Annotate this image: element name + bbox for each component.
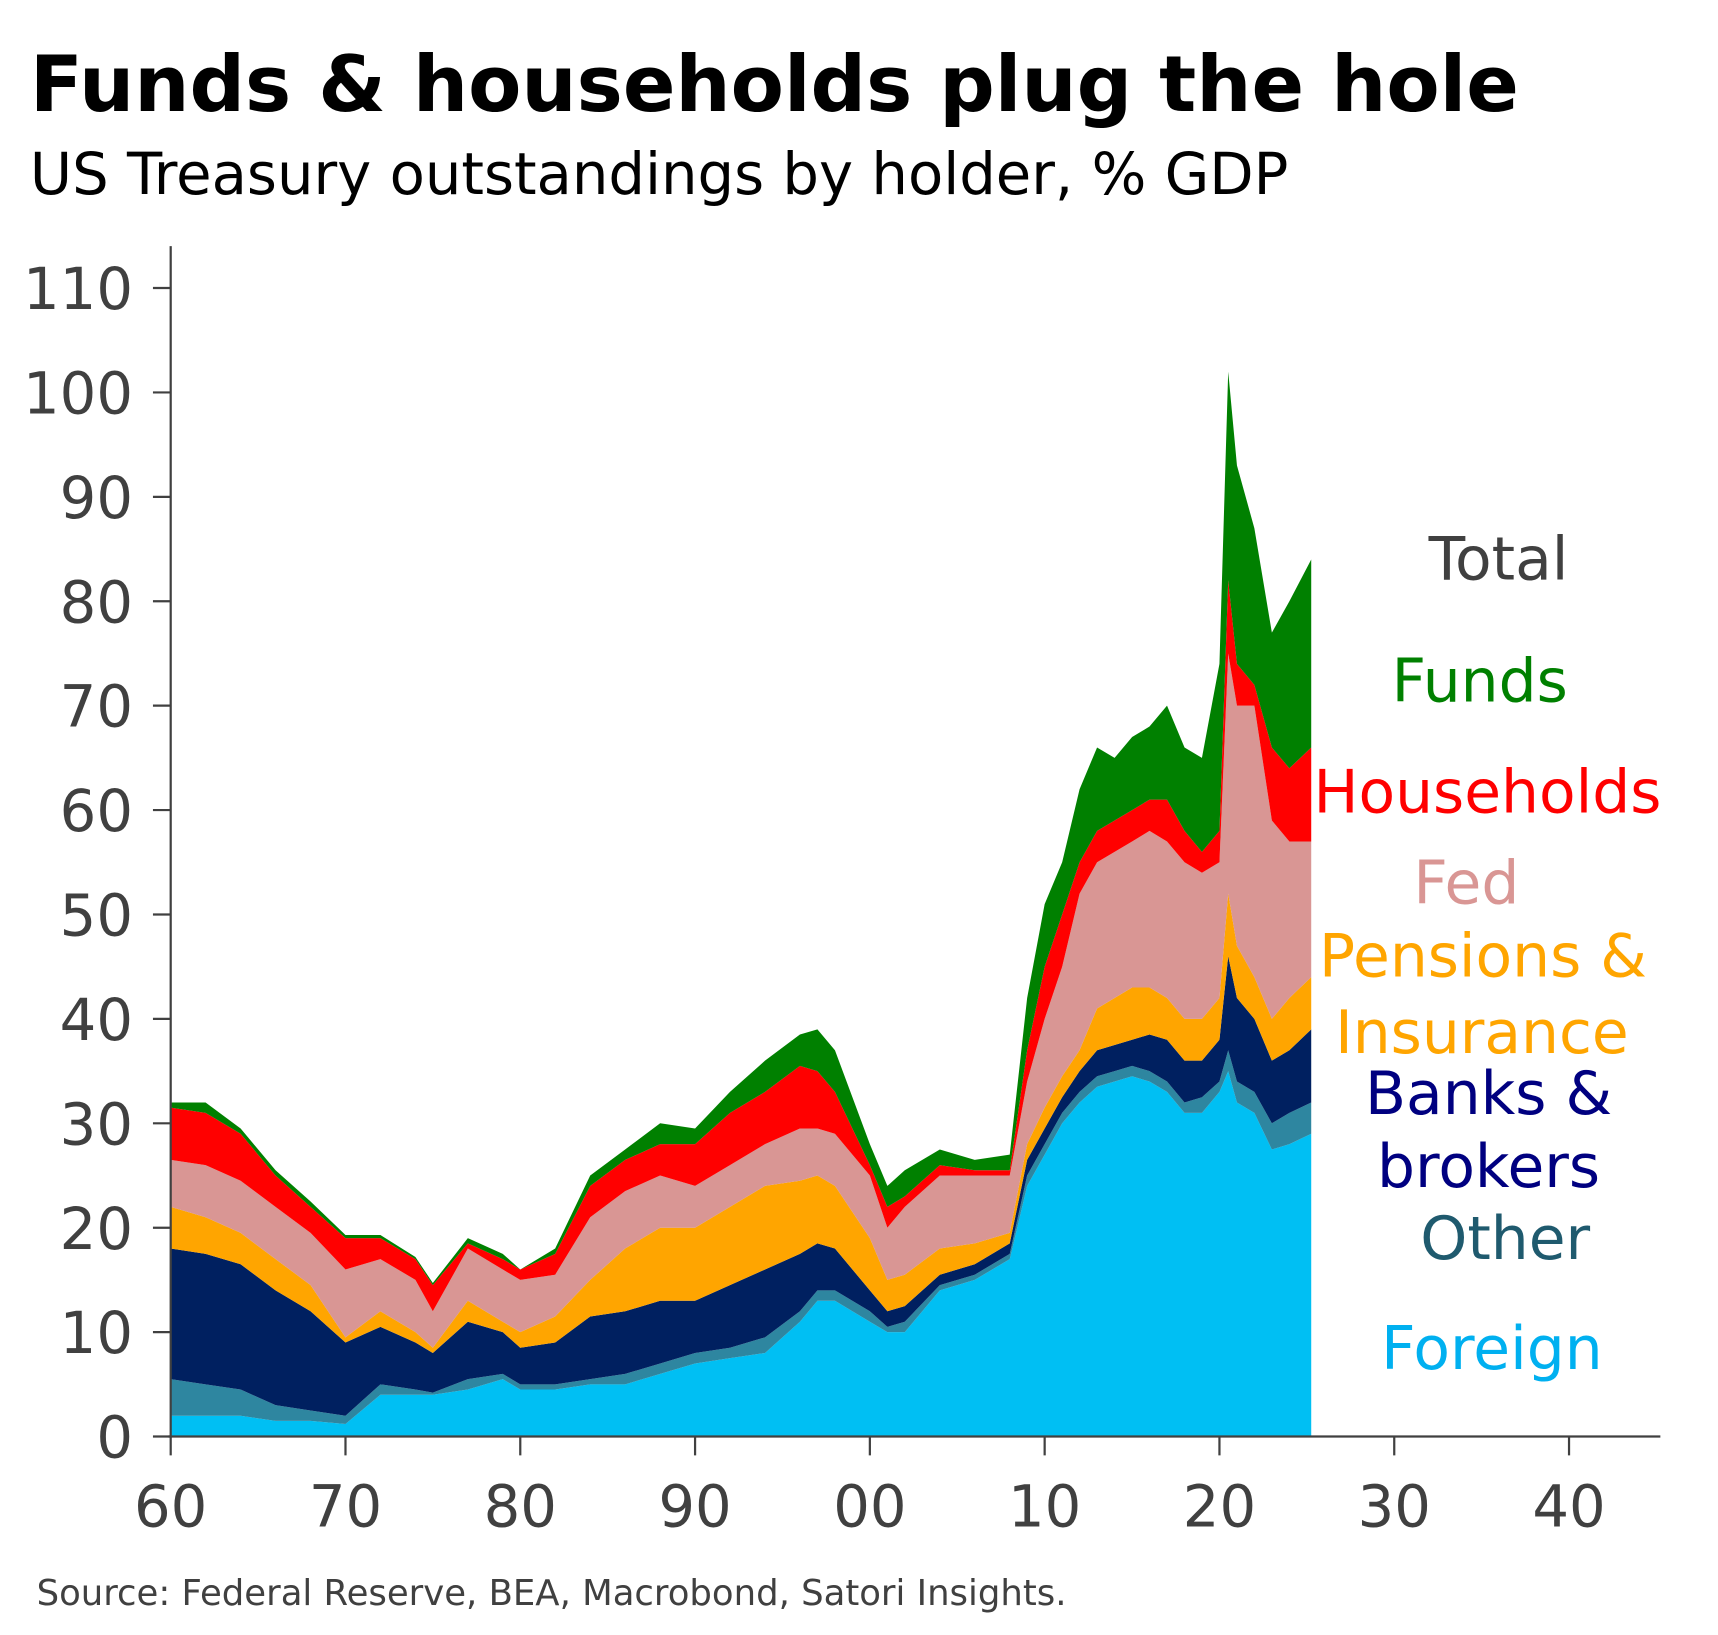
x-tick-label: 70 xyxy=(309,1473,382,1540)
x-ticks: 60 70 80 90 00 10 20 30 40 xyxy=(134,1436,1606,1540)
area-pensions-insurance xyxy=(170,893,1312,1353)
x-tick-label: 40 xyxy=(1532,1473,1605,1540)
y-tick-label: 70 xyxy=(60,674,133,741)
y-ticks: 0 10 20 30 40 50 60 70 80 90 100 110 xyxy=(23,256,171,1472)
x-tick-label: 20 xyxy=(1183,1473,1256,1540)
y-tick-label: 80 xyxy=(60,569,133,636)
source-note: Source: Federal Reserve, BEA, Macrobond,… xyxy=(37,1573,1067,1614)
area-foreign xyxy=(170,1071,1312,1437)
chart-subtitle: US Treasury outstandings by holder, % GD… xyxy=(30,141,1289,208)
y-tick-label: 10 xyxy=(60,1300,133,1367)
y-tick-label: 60 xyxy=(60,778,133,845)
x-tick-label: 30 xyxy=(1358,1473,1431,1540)
legend-funds: Funds xyxy=(1392,647,1568,717)
y-tick-label: 110 xyxy=(23,256,133,323)
legend-pensions-2: Insurance xyxy=(1335,998,1629,1068)
area-other xyxy=(170,1050,1312,1425)
y-tick-label: 90 xyxy=(60,465,133,532)
legend-banks-1: Banks & xyxy=(1365,1059,1612,1129)
area-funds xyxy=(170,371,1312,1286)
x-tick-label: 10 xyxy=(1008,1473,1081,1540)
legend-foreign: Foreign xyxy=(1381,1314,1603,1384)
legend-other: Other xyxy=(1420,1204,1590,1274)
x-tick-label: 00 xyxy=(833,1473,906,1540)
x-tick-label: 80 xyxy=(484,1473,557,1540)
chart-title: Funds & households plug the hole xyxy=(30,40,1519,130)
legend-fed: Fed xyxy=(1413,848,1519,918)
legend-households: Households xyxy=(1314,758,1662,828)
legend-total: Total xyxy=(1428,525,1569,595)
area-fed xyxy=(170,653,1312,1348)
y-tick-label: 50 xyxy=(60,883,133,950)
legend: Total Funds Households Fed Pensions & In… xyxy=(1314,525,1662,1384)
y-tick-label: 0 xyxy=(96,1405,133,1472)
y-tick-label: 30 xyxy=(60,1091,133,1158)
legend-banks-2: brokers xyxy=(1377,1132,1600,1202)
x-tick-label: 60 xyxy=(134,1473,207,1540)
area-banks-brokers xyxy=(170,956,1312,1416)
axes xyxy=(168,246,1661,1438)
legend-pensions-1: Pensions & xyxy=(1319,922,1647,992)
y-tick-label: 100 xyxy=(23,360,133,427)
y-tick-label: 40 xyxy=(60,987,133,1054)
x-tick-label: 90 xyxy=(658,1473,731,1540)
y-tick-label: 20 xyxy=(60,1196,133,1263)
stacked-areas xyxy=(170,371,1312,1437)
